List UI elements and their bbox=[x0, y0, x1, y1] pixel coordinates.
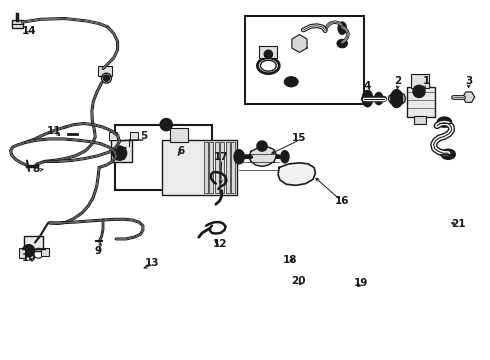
Text: 11: 11 bbox=[47, 126, 62, 136]
Bar bbox=[162, 140, 237, 194]
Bar bbox=[407, 87, 435, 117]
Bar bbox=[220, 142, 224, 193]
Ellipse shape bbox=[234, 150, 244, 164]
Ellipse shape bbox=[284, 77, 298, 87]
Ellipse shape bbox=[363, 91, 372, 107]
Text: 8: 8 bbox=[32, 164, 40, 174]
Circle shape bbox=[116, 149, 123, 157]
Text: 18: 18 bbox=[282, 255, 297, 265]
Bar bbox=[411, 75, 429, 88]
Circle shape bbox=[160, 119, 172, 131]
Circle shape bbox=[103, 75, 109, 81]
Ellipse shape bbox=[441, 149, 455, 159]
Text: 12: 12 bbox=[213, 239, 227, 249]
Circle shape bbox=[23, 245, 35, 257]
Polygon shape bbox=[278, 163, 316, 185]
Bar bbox=[215, 142, 219, 193]
Bar bbox=[260, 46, 277, 58]
Text: 15: 15 bbox=[292, 133, 307, 143]
Bar bbox=[204, 142, 208, 193]
Polygon shape bbox=[249, 147, 276, 166]
Text: 10: 10 bbox=[22, 253, 36, 263]
Circle shape bbox=[257, 141, 267, 151]
Text: 7: 7 bbox=[119, 147, 126, 157]
Text: 19: 19 bbox=[353, 278, 368, 288]
Bar bbox=[42, 248, 49, 256]
Ellipse shape bbox=[438, 117, 451, 127]
Bar bbox=[111, 140, 132, 162]
Circle shape bbox=[391, 93, 396, 98]
Bar bbox=[210, 142, 214, 193]
Bar bbox=[12, 19, 24, 27]
Circle shape bbox=[416, 89, 422, 94]
Circle shape bbox=[113, 146, 126, 160]
Ellipse shape bbox=[375, 93, 383, 104]
Circle shape bbox=[265, 50, 272, 58]
Text: 20: 20 bbox=[291, 276, 306, 286]
Bar bbox=[115, 125, 213, 190]
Bar bbox=[24, 237, 44, 251]
Bar bbox=[226, 142, 230, 193]
Bar bbox=[130, 132, 138, 140]
Text: 5: 5 bbox=[140, 131, 147, 141]
Bar bbox=[109, 132, 117, 140]
Bar bbox=[231, 142, 235, 193]
Text: 14: 14 bbox=[22, 26, 36, 36]
Ellipse shape bbox=[217, 185, 226, 193]
Ellipse shape bbox=[391, 90, 403, 108]
Text: 2: 2 bbox=[394, 76, 402, 86]
Polygon shape bbox=[389, 93, 405, 105]
Bar bbox=[171, 128, 188, 142]
Bar bbox=[245, 16, 364, 104]
Text: 16: 16 bbox=[335, 196, 349, 206]
Circle shape bbox=[398, 100, 403, 105]
Circle shape bbox=[25, 248, 32, 254]
Text: 6: 6 bbox=[177, 146, 184, 156]
Ellipse shape bbox=[281, 151, 289, 163]
Bar bbox=[19, 248, 25, 258]
Text: 13: 13 bbox=[145, 258, 159, 268]
Text: 17: 17 bbox=[213, 152, 228, 162]
Circle shape bbox=[259, 143, 265, 149]
Bar bbox=[414, 116, 426, 124]
Bar bbox=[98, 66, 112, 76]
Text: 9: 9 bbox=[95, 247, 102, 256]
Polygon shape bbox=[292, 35, 307, 53]
Text: 4: 4 bbox=[364, 81, 371, 91]
Text: 1: 1 bbox=[423, 76, 431, 86]
Circle shape bbox=[413, 85, 425, 97]
Ellipse shape bbox=[338, 22, 346, 34]
Ellipse shape bbox=[337, 40, 347, 48]
Polygon shape bbox=[463, 92, 475, 102]
Text: 3: 3 bbox=[465, 76, 472, 86]
Text: 21: 21 bbox=[451, 219, 465, 229]
